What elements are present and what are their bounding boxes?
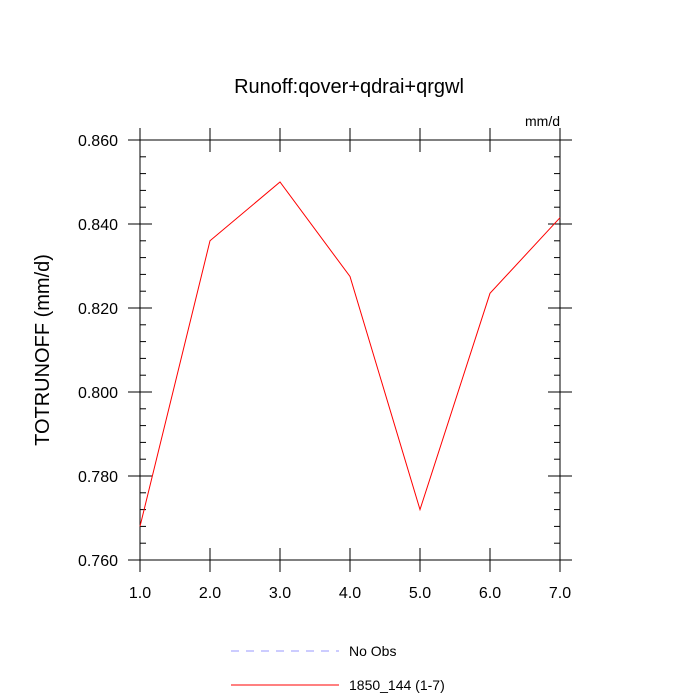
legend-label: 1850_144 (1-7) [349,677,445,693]
x-tick-label: 2.0 [199,585,221,602]
x-tick-label: 1.0 [129,585,151,602]
y-tick-labels: 0.760 0.780 0.800 0.820 0.840 0.860 [78,133,118,570]
x-tick-label: 4.0 [339,585,361,602]
units-label: mm/d [525,113,560,129]
legend-label: No Obs [349,643,396,659]
x-tick-label: 3.0 [269,585,291,602]
chart-title: Runoff:qover+qdrai+qrgwl [234,76,464,98]
x-tick-labels: 1.0 2.0 3.0 4.0 5.0 6.0 7.0 [129,585,571,602]
plot-frame [139,139,561,561]
y-tick-label: 0.780 [78,469,118,486]
legend: No Obs 1850_144 (1-7) [231,643,445,693]
y-axis-label: TOTRUNOFF (mm/d) [32,254,54,446]
series-line-0 [139,181,561,527]
x-tick-label: 6.0 [479,585,501,602]
x-tick-label: 7.0 [549,585,571,602]
y-tick-label: 0.860 [78,133,118,150]
y-tick-label: 0.800 [78,385,118,402]
y-tick-label: 0.760 [78,553,118,570]
y-tick-label: 0.820 [78,301,118,318]
y-tick-label: 0.840 [78,217,118,234]
axis-ticks [128,128,572,572]
x-tick-label: 5.0 [409,585,431,602]
series-layer [139,181,561,527]
